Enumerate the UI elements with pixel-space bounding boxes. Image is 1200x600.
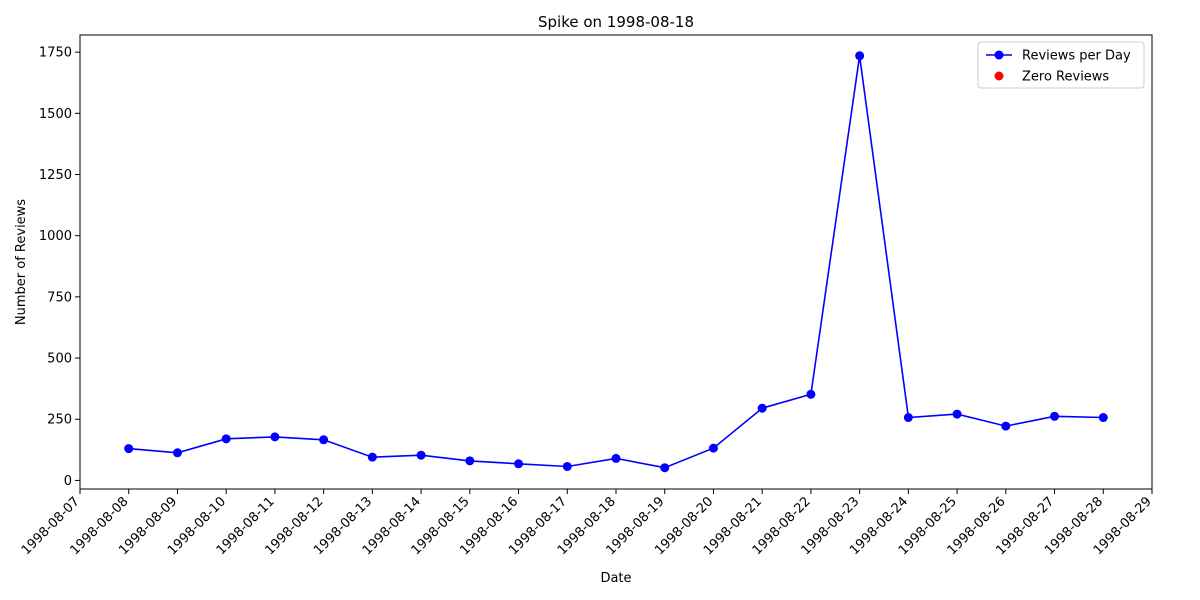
data-point — [660, 463, 670, 473]
data-point — [1001, 421, 1011, 431]
legend-marker-swatch — [994, 71, 1004, 81]
data-point — [514, 459, 524, 469]
data-point — [708, 443, 718, 453]
legend: Reviews per Day Zero Reviews — [977, 41, 1145, 89]
y-tick-label: 750 — [47, 290, 72, 305]
y-axis-label: Number of Reviews — [14, 199, 29, 325]
data-point — [172, 448, 182, 458]
data-point — [124, 444, 134, 454]
legend-label: Reviews per Day — [1022, 49, 1131, 64]
y-tick-label: 1500 — [39, 107, 72, 122]
data-point — [319, 435, 329, 445]
y-tick-label: 1000 — [39, 229, 72, 244]
data-point — [806, 389, 816, 399]
data-point — [1050, 411, 1060, 421]
y-tick-label: 1250 — [39, 168, 72, 183]
data-point — [611, 453, 621, 463]
data-point — [1098, 413, 1108, 423]
data-point — [952, 409, 962, 419]
legend-marker-swatch — [994, 50, 1004, 60]
data-point — [221, 434, 231, 444]
y-tick-label: 1750 — [39, 46, 72, 61]
data-point — [416, 450, 426, 460]
chart-title: Spike on 1998-08-18 — [538, 13, 694, 31]
data-point — [270, 432, 280, 442]
x-axis-label: Date — [600, 571, 631, 586]
data-point — [903, 413, 913, 423]
y-tick-label: 0 — [64, 474, 72, 489]
data-point — [855, 51, 865, 61]
data-point — [465, 456, 475, 466]
series-line — [128, 55, 1104, 469]
data-point — [757, 403, 767, 413]
y-tick-label: 250 — [47, 413, 72, 428]
plot-area: 025050075010001250150017501998-08-071998… — [19, 34, 1155, 558]
data-point — [367, 452, 377, 462]
legend-box — [977, 41, 1145, 89]
legend-label: Zero Reviews — [1022, 70, 1109, 85]
y-tick-label: 500 — [47, 352, 72, 367]
data-point — [562, 461, 572, 471]
plot-frame — [79, 34, 1153, 490]
